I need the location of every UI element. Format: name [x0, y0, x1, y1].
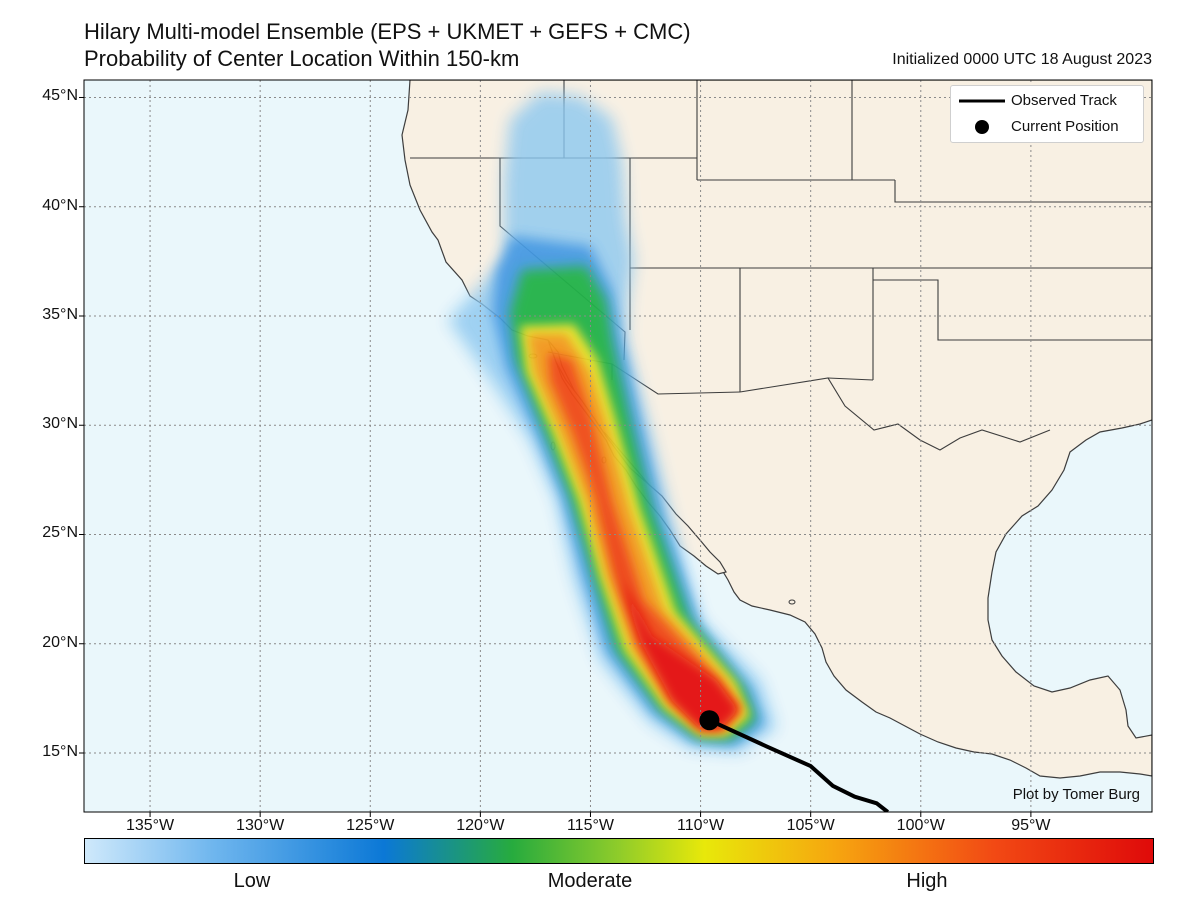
- chart-title: Hilary Multi-model Ensemble (EPS + UKMET…: [84, 19, 691, 44]
- latitude-tick-label: 25°N: [42, 524, 78, 542]
- colorbar-label-high: High: [906, 870, 948, 892]
- current-position-marker: [699, 710, 720, 731]
- current-position-symbol: [975, 120, 989, 134]
- plot-credit: Plot by Tomer Burg: [1012, 786, 1140, 803]
- longitude-tick-label: 105°W: [786, 817, 835, 834]
- map-legend: Observed Track Current Position: [950, 85, 1144, 143]
- longitude-tick-label: 115°W: [566, 817, 614, 834]
- latitude-tick-label: 35°N: [42, 305, 78, 323]
- latitude-tick-label: 45°N: [42, 87, 78, 105]
- legend-position-label: Current Position: [1011, 118, 1119, 135]
- longitude-tick-label: 120°W: [456, 817, 505, 834]
- longitude-tick-label: 135°W: [125, 817, 175, 834]
- longitude-tick-label: 130°W: [236, 817, 285, 834]
- probability-swath: [448, 92, 776, 752]
- observed-track-line: [708, 718, 890, 812]
- probability-colorbar: [84, 838, 1154, 864]
- longitude-tick-label: 100°W: [896, 817, 945, 834]
- latitude-tick-label: 30°N: [42, 415, 78, 433]
- longitude-tick-label: 125°W: [346, 817, 395, 834]
- latitude-tick-label: 40°N: [42, 196, 78, 214]
- latitude-tick-label: 20°N: [42, 633, 78, 651]
- chart-subtitle: Probability of Center Location Within 15…: [84, 46, 520, 71]
- observed-track-symbol: [959, 99, 1005, 103]
- legend-track-label: Observed Track: [1011, 92, 1117, 109]
- initialized-time: Initialized 0000 UTC 18 August 2023: [892, 51, 1152, 68]
- longitude-tick-label: 95°W: [1011, 817, 1051, 834]
- map-frame: [83, 79, 1153, 813]
- island: [788, 599, 796, 605]
- colorbar-label-low: Low: [233, 870, 271, 892]
- colorbar-label-moderate: Moderate: [547, 870, 633, 892]
- longitude-tick-label: 110°W: [677, 817, 725, 834]
- latitude-tick-label: 15°N: [42, 743, 78, 760]
